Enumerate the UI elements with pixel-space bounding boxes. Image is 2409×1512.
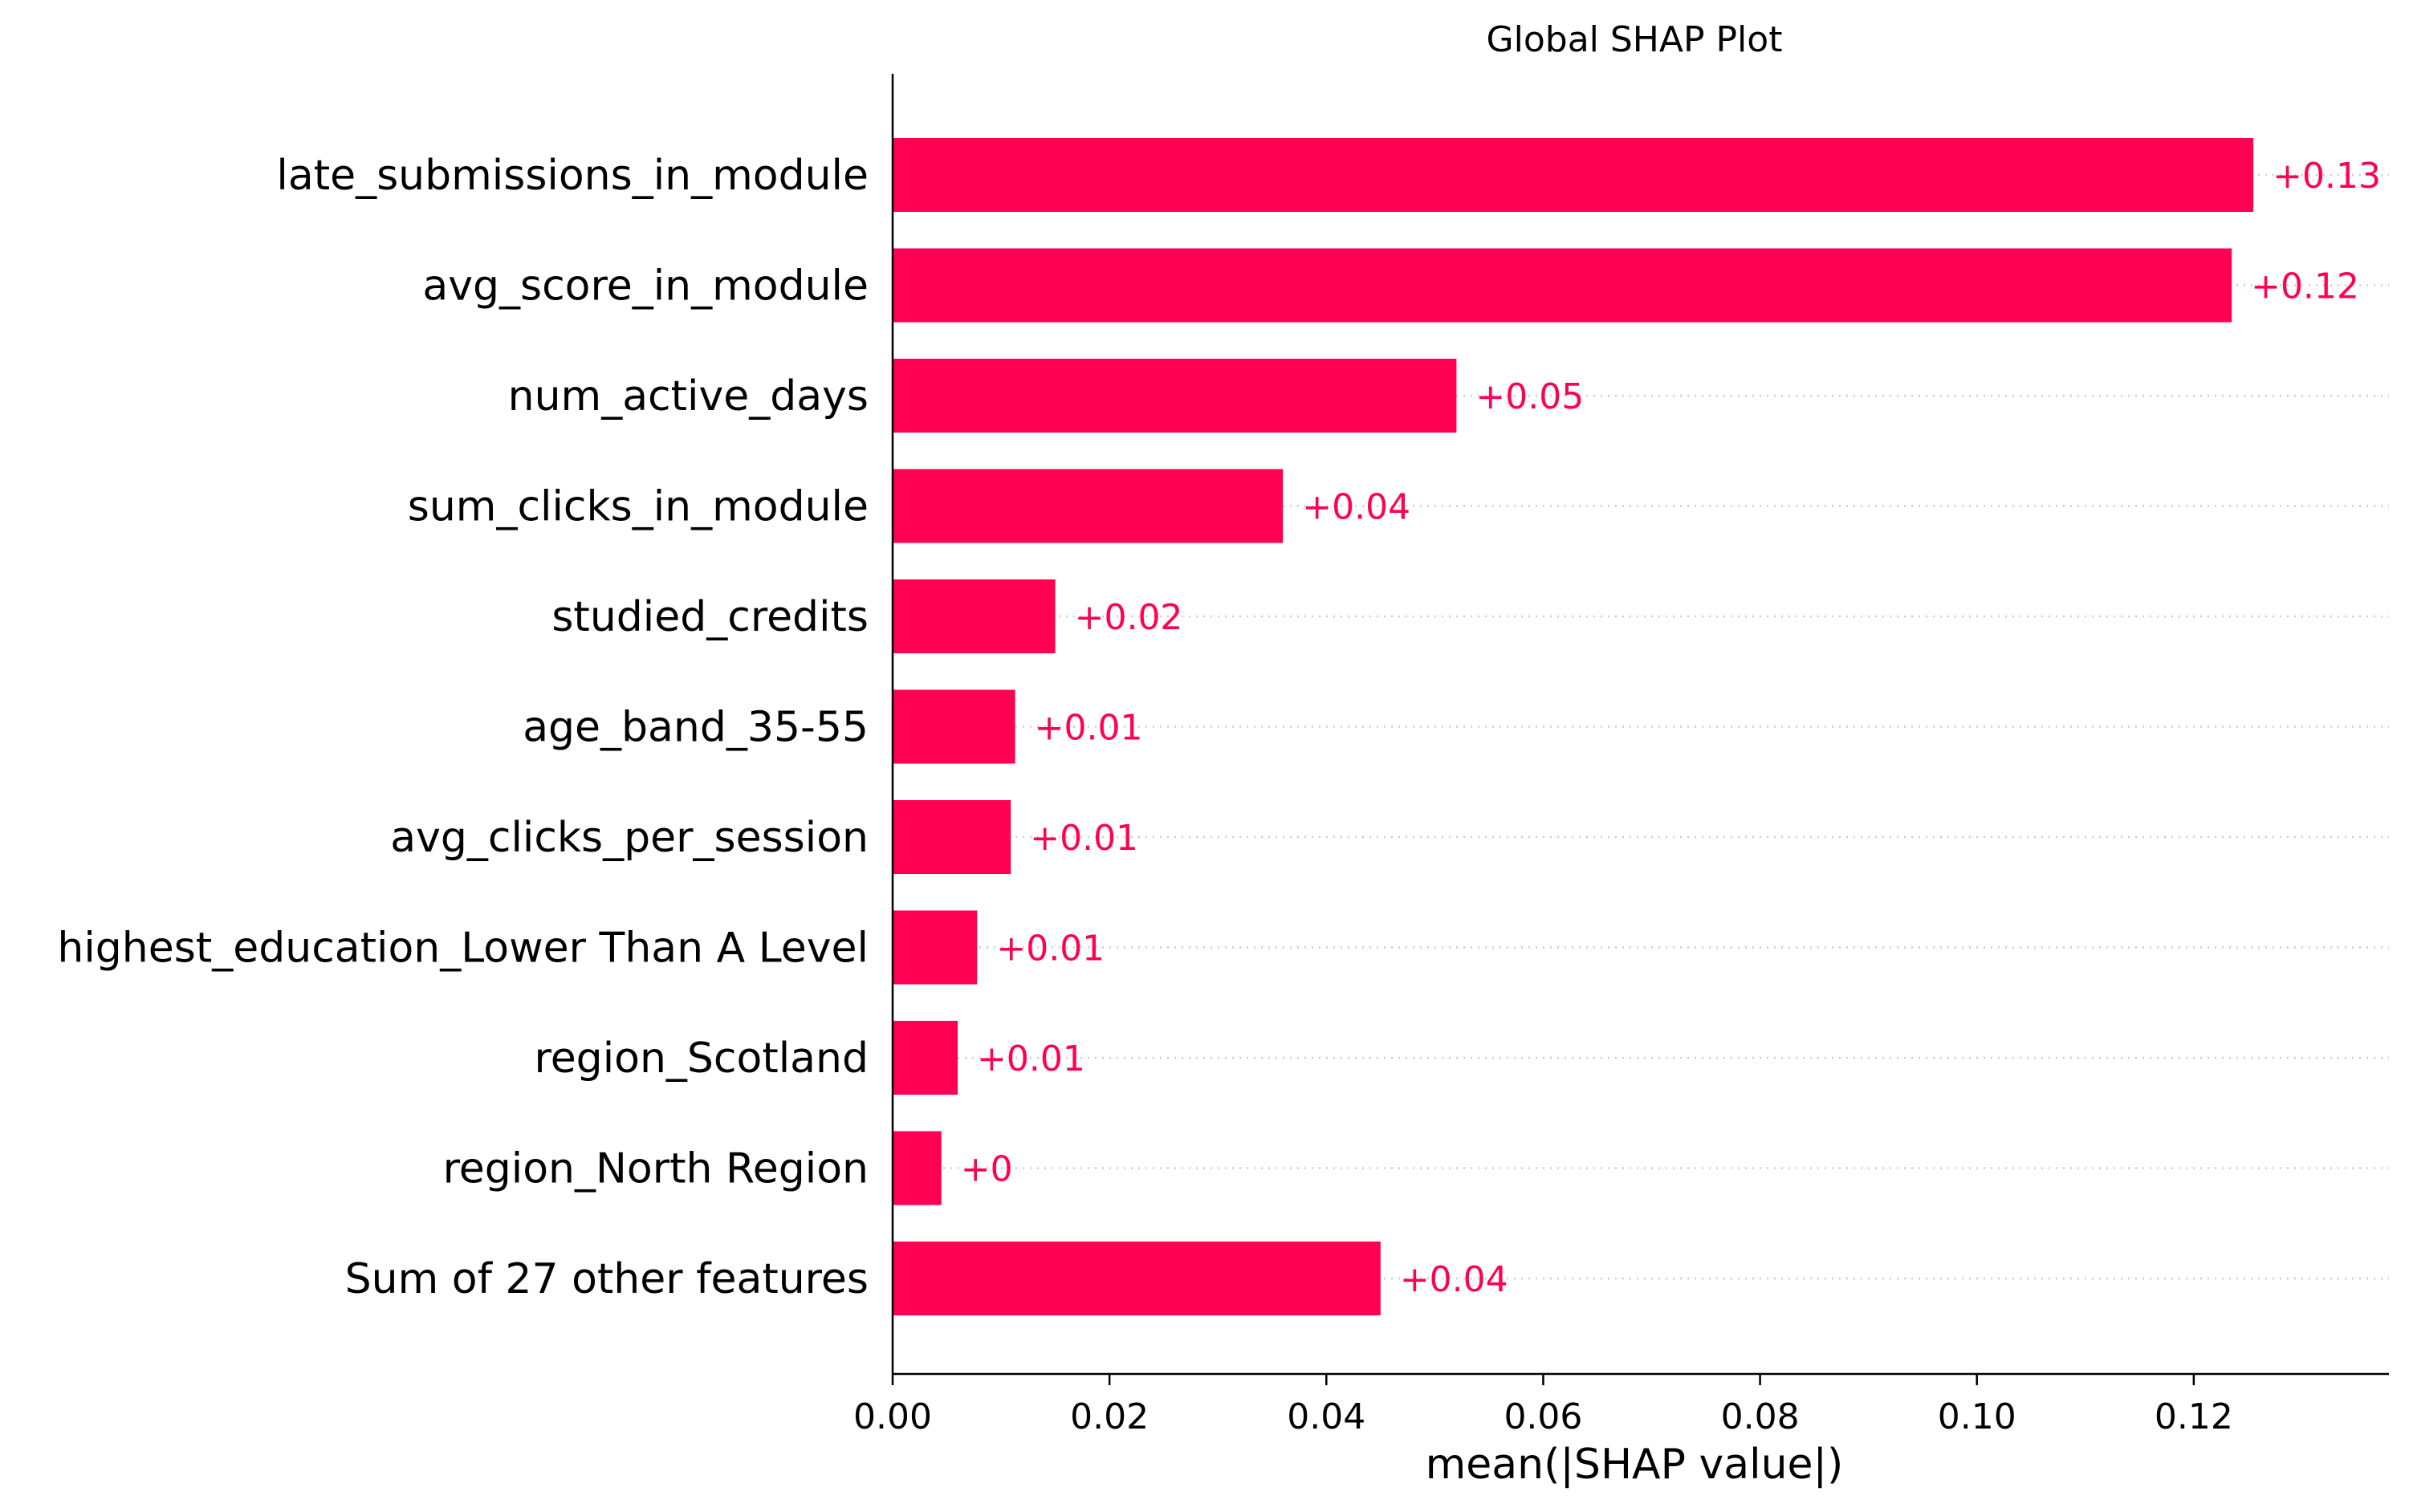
x-tick-label: 0.06 (1504, 1396, 1582, 1437)
bar (893, 359, 1457, 433)
category-label: region_Scotland (534, 1034, 869, 1083)
axes (891, 74, 2389, 1376)
bar-value-label: +0.01 (977, 1038, 1085, 1079)
category-label: highest_education_Lower Than A Level (57, 925, 869, 973)
category-label: late_submissions_in_module (276, 152, 869, 200)
category-label: studied_credits (551, 593, 869, 641)
bars-layer (893, 138, 2254, 1315)
category-labels-layer: late_submissions_in_module avg_score_in_m… (57, 152, 869, 1303)
bar-value-label: +0.04 (1302, 487, 1410, 528)
x-tick-label: 0.04 (1287, 1396, 1365, 1437)
bar (893, 138, 2254, 212)
bar-value-label: +0.01 (996, 929, 1105, 969)
bar (893, 248, 2232, 323)
category-label: num_active_days (508, 372, 869, 421)
bar (893, 1242, 1381, 1315)
bar (893, 1131, 942, 1205)
chart-title: Global SHAP Plot (1487, 19, 1783, 60)
bar (893, 689, 1015, 764)
bar-value-label: +0.13 (2273, 156, 2381, 197)
bar-value-label: +0 (961, 1149, 1013, 1190)
category-label: Sum of 27 other features (345, 1255, 869, 1303)
bar-value-label: +0.01 (1030, 818, 1138, 859)
x-tick-label: 0.02 (1070, 1396, 1149, 1437)
x-tick-label: 0.12 (2155, 1396, 2233, 1437)
category-label: avg_clicks_per_session (390, 814, 869, 862)
category-label: age_band_35-55 (523, 704, 869, 752)
category-label: avg_score_in_module (422, 262, 869, 311)
category-label: region_North Region (443, 1145, 869, 1193)
bar (893, 800, 1011, 874)
bar (893, 910, 978, 985)
bar (893, 1021, 958, 1095)
x-tick-label: 0.10 (1938, 1396, 2016, 1437)
bar (893, 469, 1284, 543)
bar-value-label: +0.01 (1035, 708, 1143, 749)
bar-value-label: +0.12 (2251, 266, 2359, 307)
x-tick-label: 0.08 (1721, 1396, 1800, 1437)
bar (893, 579, 1056, 653)
bar-value-label: +0.05 (1475, 376, 1584, 417)
x-ticks-layer: 0.00 0.02 0.04 0.06 0.08 0.10 0.12 (853, 1374, 2233, 1437)
data-labels-layer: +0.13 +0.12 +0.05 +0.04 +0.02 +0.01 +0.01 +0.01… (961, 156, 2381, 1300)
x-tick-label: 0.00 (853, 1396, 932, 1437)
x-axis-label: mean(|SHAP value|) (1426, 1441, 1844, 1489)
bar-value-label: +0.04 (1400, 1259, 1508, 1300)
category-label: sum_clicks_in_module (408, 483, 869, 531)
bar-value-label: +0.02 (1075, 597, 1183, 638)
